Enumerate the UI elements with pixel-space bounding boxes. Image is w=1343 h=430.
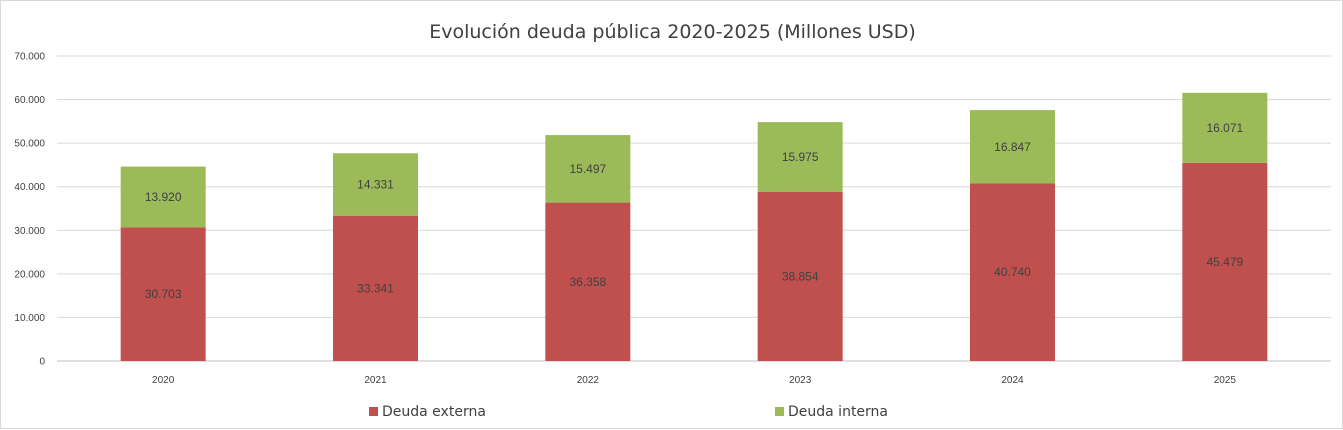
y-tick-label: 20.000 bbox=[14, 269, 45, 280]
x-tick-label: 2023 bbox=[789, 375, 812, 386]
legend-label: Deuda externa bbox=[382, 404, 486, 420]
data-label: 13.920 bbox=[145, 190, 182, 204]
bar-segment-interna bbox=[757, 122, 843, 192]
bar-segment-externa bbox=[1182, 162, 1268, 361]
y-tick-label: 70.000 bbox=[14, 52, 45, 63]
x-tick-label: 2025 bbox=[1214, 375, 1237, 386]
y-tick-label: 60.000 bbox=[14, 95, 45, 106]
bar-segment-externa bbox=[970, 183, 1055, 361]
data-label: 36.358 bbox=[569, 275, 606, 289]
y-tick-label: 0 bbox=[39, 357, 45, 368]
data-label: 38.854 bbox=[782, 269, 819, 283]
data-label: 40.740 bbox=[994, 265, 1031, 279]
y-tick-label: 40.000 bbox=[14, 182, 45, 193]
legend-label: Deuda interna bbox=[788, 404, 888, 420]
y-tick-label: 30.000 bbox=[14, 226, 45, 237]
chart-title: Evolución deuda pública 2020-2025 (Millo… bbox=[429, 21, 916, 43]
y-tick-label: 10.000 bbox=[14, 313, 45, 324]
y-tick-label: 50.000 bbox=[14, 139, 45, 150]
legend-swatch bbox=[369, 407, 378, 416]
x-tick-label: 2020 bbox=[152, 375, 175, 386]
x-tick-label: 2022 bbox=[577, 375, 600, 386]
bar-segment-externa bbox=[757, 191, 843, 361]
bar-segment-externa bbox=[545, 202, 631, 361]
data-label: 16.071 bbox=[1206, 121, 1243, 135]
bar-segment-interna bbox=[970, 110, 1055, 184]
bar-segment-externa bbox=[333, 215, 418, 361]
data-label: 14.331 bbox=[357, 178, 394, 192]
data-label: 15.975 bbox=[782, 150, 819, 164]
legend-swatch bbox=[775, 407, 784, 416]
x-tick-label: 2021 bbox=[364, 375, 387, 386]
data-label: 33.341 bbox=[357, 281, 394, 295]
bar-segment-interna bbox=[333, 153, 418, 216]
data-label: 16.847 bbox=[994, 140, 1031, 154]
bar-segment-interna bbox=[545, 135, 631, 203]
x-tick-label: 2024 bbox=[1001, 375, 1024, 386]
bar-segment-externa bbox=[120, 227, 206, 361]
data-label: 45.479 bbox=[1206, 255, 1243, 269]
data-label: 30.703 bbox=[145, 287, 182, 301]
bar-segment-interna bbox=[1182, 92, 1268, 163]
data-label: 15.497 bbox=[569, 162, 606, 176]
bar-segment-interna bbox=[120, 166, 206, 228]
